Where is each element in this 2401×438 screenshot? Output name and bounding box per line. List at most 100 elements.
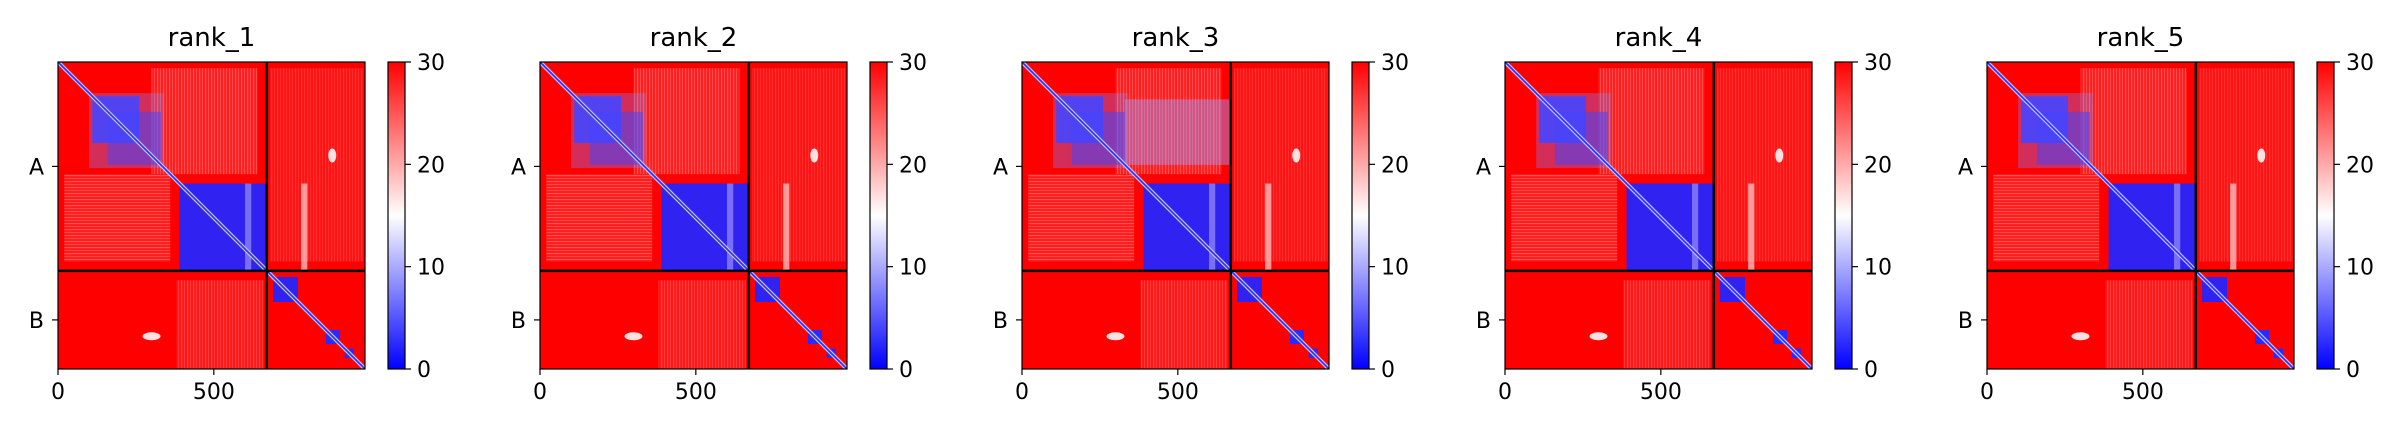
panel-title: rank_5: [2097, 23, 2185, 53]
pae-panel-2: rank_2 0 500 A B 0 10 20 30: [511, 23, 927, 405]
x-tick-label: 500: [193, 380, 235, 405]
blob: [142, 332, 161, 341]
pae-panel-3: rank_3 0 500 A B 0 10 20 30: [993, 23, 1409, 405]
panel-title: rank_2: [650, 23, 738, 53]
colorbar-tick-label: 30: [2346, 51, 2374, 76]
plot-frame: [1504, 61, 1813, 370]
colorbar-tick-label: 0: [2346, 358, 2360, 383]
colorbar-tick-label: 10: [1864, 256, 1892, 281]
chain-label-b: B: [511, 309, 526, 334]
streak: [245, 183, 252, 271]
streak: [2230, 183, 2237, 271]
colorbar-tick-label: 30: [1381, 51, 1409, 76]
colorbar-tick-label: 20: [417, 153, 445, 178]
panel-title: rank_4: [1615, 23, 1703, 53]
stripe-region: [546, 174, 653, 262]
colorbar: [869, 61, 888, 370]
streak: [1265, 183, 1272, 271]
colorbar: [387, 61, 406, 370]
chain-label-a: A: [29, 155, 44, 180]
stripe-region: [633, 68, 740, 175]
colorbar-tick-label: 20: [2346, 153, 2374, 178]
domain-halo: [1124, 99, 1231, 165]
plot-frame: [1021, 61, 1330, 370]
blob: [2071, 332, 2090, 341]
heatmap-2: [540, 62, 847, 369]
x-tick-label: 0: [1980, 380, 1994, 405]
x-tick-label: 500: [675, 380, 717, 405]
colorbar-tick-label: 20: [899, 153, 927, 178]
diagonal: [540, 62, 847, 369]
blob: [1292, 148, 1301, 163]
colorbar: [1834, 61, 1853, 370]
stripe-region: [176, 280, 264, 369]
x-tick-label: 0: [1015, 380, 1029, 405]
colorbar-tick-label: 10: [1381, 256, 1409, 281]
streak: [1692, 183, 1699, 271]
plot-frame: [57, 61, 366, 370]
colorbar-tick-label: 20: [1381, 153, 1409, 178]
heatmap-1: [58, 62, 365, 369]
x-tick-label: 0: [1498, 380, 1512, 405]
stripe-region: [151, 68, 258, 175]
streak: [1209, 183, 1216, 271]
blob: [810, 148, 819, 163]
heatmap-5: [1987, 62, 2294, 369]
pae-panel-4: rank_4 0 500 A B 0 10 20 30: [1476, 23, 1892, 405]
stripe-region: [2198, 68, 2293, 262]
stripe-region: [1993, 174, 2100, 262]
colorbar-tick-label: 30: [417, 51, 445, 76]
blob: [1775, 148, 1784, 163]
colorbar-tick-label: 0: [1864, 358, 1878, 383]
stripe-region: [2105, 280, 2193, 369]
streak: [2174, 183, 2181, 271]
colorbar-tick-label: 10: [2346, 256, 2374, 281]
stripe-region: [1140, 280, 1228, 369]
diagonal: [1987, 62, 2294, 369]
colorbar-tick-label: 0: [899, 358, 913, 383]
x-tick-label: 500: [1640, 380, 1682, 405]
plot-frame: [1986, 61, 2295, 370]
pae-panel-5: rank_5 0 500 A B 0 10 20 30: [1958, 23, 2374, 405]
chain-label-b: B: [1476, 309, 1491, 334]
diagonal: [1505, 62, 1812, 369]
heatmap-3: [1022, 62, 1329, 369]
colorbar-tick-label: 10: [417, 256, 445, 281]
stripe-region: [1233, 68, 1328, 262]
blob: [624, 332, 643, 341]
x-tick-label: 0: [533, 380, 547, 405]
colorbar-tick-label: 20: [1864, 153, 1892, 178]
chain-label-b: B: [29, 309, 44, 334]
blob: [328, 148, 337, 163]
chain-label-a: A: [993, 155, 1008, 180]
streak: [783, 183, 790, 271]
stripe-region: [1623, 280, 1711, 369]
colorbar-tick-label: 0: [1381, 358, 1395, 383]
blob: [1589, 332, 1608, 341]
colorbar-tick-label: 0: [417, 358, 431, 383]
heatmap-4: [1505, 62, 1812, 369]
pae-panel-1: rank_1 0 500 A B 0 10 20 30: [29, 23, 445, 405]
diagonal: [58, 62, 365, 369]
colorbar-tick-label: 30: [1864, 51, 1892, 76]
stripe-region: [269, 68, 364, 262]
blob: [1106, 332, 1125, 341]
stripe-region: [751, 68, 846, 262]
colorbar-tick-label: 10: [899, 256, 927, 281]
stripe-region: [64, 174, 171, 262]
streak: [727, 183, 734, 271]
chain-label-a: A: [1476, 155, 1491, 180]
x-tick-label: 0: [51, 380, 65, 405]
chain-label-a: A: [511, 155, 526, 180]
streak: [301, 183, 308, 271]
colorbar: [1351, 61, 1370, 370]
stripe-region: [1598, 68, 1705, 175]
plot-frame: [539, 61, 848, 370]
chain-label-a: A: [1958, 155, 1973, 180]
chain-label-b: B: [1958, 309, 1973, 334]
colorbar-tick-label: 30: [899, 51, 927, 76]
stripe-region: [1511, 174, 1618, 262]
stripe-region: [2080, 68, 2187, 175]
blob: [2257, 148, 2266, 163]
